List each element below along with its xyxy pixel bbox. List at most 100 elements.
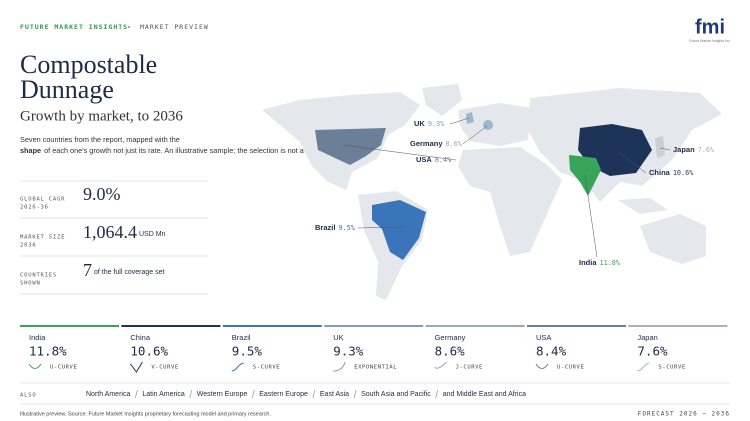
card-value: 9.5% (232, 344, 263, 359)
uk (466, 112, 474, 124)
continent (640, 214, 706, 264)
map-label: Germany 8.6% (410, 139, 462, 148)
country-name: Germany (410, 139, 443, 148)
stat-value: 7 of the full coverage set (83, 260, 164, 280)
card-value: 8.6% (435, 344, 466, 359)
brand: FUTURE MARKET INSIGHTS (20, 23, 128, 31)
map-label: Brazil 9.5% (315, 223, 355, 232)
map-label: Japan 7.6% (673, 145, 714, 154)
curve-icon (231, 362, 244, 372)
title: Compostable (20, 50, 157, 79)
card-name: Brazil (232, 333, 251, 342)
card-name: USA (536, 333, 551, 342)
stat-label: SHOWN (20, 281, 41, 287)
leader (617, 151, 647, 174)
card-accent (527, 325, 626, 327)
separator (435, 389, 439, 399)
curve-label: U-CURVE (557, 365, 584, 371)
curve-label: J-CURVE (456, 365, 483, 371)
leader (462, 125, 488, 145)
dot (128, 26, 130, 28)
stat-number: 1,064.4 (83, 222, 137, 242)
section: MARKET PREVIEW (140, 23, 209, 31)
country-name: India (579, 258, 597, 267)
region: East Asia (320, 391, 349, 398)
curve-label: U-CURVE (50, 365, 77, 371)
subtitle: Growth by market, to 2036 (20, 108, 183, 124)
forecast: FORECAST 2026 – 2036 (638, 411, 730, 418)
stat-label: GLOBAL CAGR (20, 197, 65, 203)
country-name: Brazil (315, 223, 335, 232)
map (262, 84, 722, 300)
map-label: USA 8.4% (416, 155, 451, 164)
curve-icon (535, 363, 549, 369)
card-accent (324, 325, 424, 327)
map-label: UK 9.3% (414, 119, 444, 128)
stat-label: COUNTRIES (20, 273, 57, 279)
card-name: China (130, 333, 150, 342)
continent (458, 147, 562, 256)
curve-icon (637, 362, 650, 372)
emphasis: shape (20, 146, 41, 155)
country-name: UK (414, 119, 425, 128)
curve-icon (434, 361, 447, 369)
source: Illustrative preview. Source: Future Mar… (20, 411, 271, 417)
curve-icon (129, 361, 143, 373)
region: North America (86, 391, 130, 398)
card-accent (628, 325, 728, 327)
stat-number: 9.0% (83, 184, 121, 204)
card-name: India (29, 333, 46, 342)
usa (315, 128, 386, 165)
card-name: Germany (435, 333, 466, 342)
country-value: 10.6% (673, 169, 693, 177)
region: and Middle East and Africa (443, 391, 526, 398)
leader (449, 117, 470, 125)
country-value: 11.8% (600, 259, 620, 267)
separator (135, 389, 138, 399)
card-value: 8.4% (536, 344, 567, 359)
description-rest: of each one's growth not just its rate. … (44, 146, 332, 155)
germany (483, 120, 493, 130)
curve-label: S-CURVE (253, 365, 280, 371)
region: Western Europe (197, 391, 248, 398)
country-value: 9.3% (428, 120, 444, 128)
stat-value: 9.0% (83, 184, 121, 204)
card-accent (121, 325, 221, 327)
card-accent (425, 325, 525, 327)
card-value: 10.6% (130, 344, 168, 359)
description: Seven countries from the report, mapped … (20, 135, 180, 144)
card-name: UK (333, 333, 343, 342)
country-name: Japan (673, 145, 695, 154)
card-value: 7.6% (637, 344, 668, 359)
leader (357, 226, 406, 229)
country-value: 7.6% (698, 146, 714, 154)
card-value: 11.8% (29, 344, 67, 359)
curve-icon (333, 361, 346, 372)
country-name: China (649, 168, 671, 177)
separator (353, 389, 357, 399)
leader (584, 174, 598, 258)
curve-label: S-CURVE (658, 365, 685, 371)
stat-number: 7 (83, 260, 92, 280)
leaders (342, 117, 671, 258)
country-value: 8.4% (435, 156, 451, 164)
card-accent (222, 325, 322, 327)
stat-label: 2026-36 (20, 205, 49, 211)
logo-sub: Future Market Insights Inc. (689, 39, 730, 43)
separator (312, 389, 316, 399)
country-value: 9.5% (338, 224, 354, 232)
map-label: China 10.6% (649, 168, 693, 177)
region: South Asia and Pacific (361, 391, 431, 398)
stat-value: 1,064.4 USD Mn (83, 222, 166, 242)
stat-label: MARKET SIZE (20, 235, 65, 241)
country-name: USA (416, 155, 432, 164)
curve-label: V-CURVE (151, 365, 178, 371)
card-value: 9.3% (333, 344, 364, 359)
leader (659, 147, 671, 151)
continent (618, 198, 668, 214)
leader (342, 144, 457, 161)
continent (422, 84, 462, 116)
region: Eastern Europe (259, 391, 308, 398)
